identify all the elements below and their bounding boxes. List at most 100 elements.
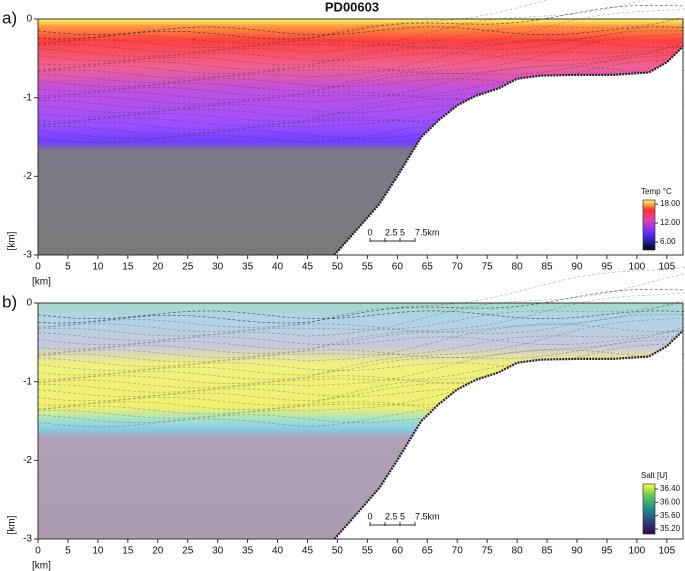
scale-label: 0 — [367, 227, 372, 237]
x-axis-label: [km] — [32, 277, 51, 288]
scale-label: 0 — [367, 511, 372, 521]
reflector — [38, 317, 685, 380]
x-tick-label: 45 — [302, 546, 314, 557]
reflector — [37, 310, 685, 320]
scale-label: 7.5km — [415, 511, 440, 521]
x-tick-label: 95 — [601, 546, 613, 557]
panel-label: a) — [2, 8, 17, 27]
x-tick-label: 35 — [242, 546, 254, 557]
x-tick-label: 75 — [482, 546, 494, 557]
x-tick-label: 15 — [122, 262, 134, 273]
reflector — [37, 17, 685, 53]
x-tick-label: 80 — [512, 262, 524, 273]
y-axis-label: [km] — [7, 231, 18, 250]
reflector — [37, 55, 685, 92]
x-tick-label: 90 — [571, 546, 583, 557]
x-tick-label: 55 — [362, 262, 374, 273]
reflector — [37, 329, 685, 363]
x-tick-label: 85 — [541, 262, 553, 273]
x-tick-label: 105 — [658, 262, 675, 273]
x-tick-label: 40 — [272, 546, 284, 557]
x-tick-label: 55 — [362, 546, 374, 557]
reflector — [37, 30, 685, 66]
scale-label: 7.5km — [415, 227, 440, 237]
reflector — [37, 336, 685, 346]
x-tick-label: 100 — [629, 546, 646, 557]
scale-label: 2.5 — [385, 511, 398, 521]
plot-frame — [37, 302, 684, 540]
colorbar-tick-label: 35.60 — [660, 511, 681, 520]
scale-label: 5 — [400, 511, 405, 521]
y-axis-label: [km] — [7, 515, 18, 534]
y-tick-label: 0 — [26, 14, 32, 25]
x-tick-label: 25 — [182, 546, 194, 557]
reflector — [37, 52, 685, 62]
colorbar — [642, 199, 656, 251]
reflector — [37, 267, 685, 328]
colorbar-label: Temp °C — [641, 187, 672, 196]
x-tick-label: 20 — [152, 262, 164, 273]
reflector — [37, 349, 685, 359]
x-tick-label: 20 — [152, 546, 164, 557]
reflector — [37, 292, 685, 354]
scale-label: 2.5 — [385, 227, 398, 237]
x-tick-label: 0 — [35, 262, 41, 273]
x-tick-label: 70 — [452, 262, 464, 273]
reflector — [37, 8, 685, 70]
x-tick-label: 25 — [182, 262, 194, 273]
reflector — [37, 39, 685, 49]
x-tick-label: 40 — [272, 262, 284, 273]
seafloor — [333, 45, 684, 256]
reflector — [37, 0, 549, 44]
x-tick-label: 5 — [65, 546, 71, 557]
x-tick-label: 30 — [212, 546, 224, 557]
chart-title: PD00603 — [325, 0, 379, 14]
colorbar-tick-label: 12.00 — [660, 218, 681, 227]
x-tick-label: 95 — [601, 262, 613, 273]
reflector — [37, 45, 685, 79]
x-tick-label: 50 — [332, 262, 344, 273]
reflector — [38, 33, 685, 96]
x-tick-label: 45 — [302, 262, 314, 273]
x-tick-label: 80 — [512, 546, 524, 557]
scale-label: 5 — [400, 227, 405, 237]
x-tick-label: 70 — [452, 546, 464, 557]
x-tick-label: 15 — [122, 546, 134, 557]
y-tick-label: -1 — [23, 92, 32, 103]
reflector — [37, 288, 685, 324]
colorbar-tick-label: 6.00 — [660, 237, 676, 246]
colorbar-tick-label: 36.00 — [660, 497, 681, 506]
colorbar-tick-label: 18.00 — [660, 199, 681, 208]
x-tick-label: 85 — [541, 546, 553, 557]
x-tick-label: 60 — [392, 262, 404, 273]
x-tick-label: 105 — [658, 546, 675, 557]
x-tick-label: 10 — [92, 262, 104, 273]
reflector — [37, 339, 685, 376]
y-tick-label: 0 — [26, 298, 32, 309]
colorbar — [642, 483, 656, 535]
x-tick-label: 50 — [332, 546, 344, 557]
reflector — [37, 4, 685, 40]
colorbar-tick-label: 36.40 — [660, 484, 681, 493]
panel-label: b) — [2, 292, 17, 311]
x-tick-label: 60 — [392, 546, 404, 557]
x-tick-label: 100 — [629, 262, 646, 273]
y-tick-label: -1 — [23, 376, 32, 387]
plot-frame — [37, 18, 684, 256]
reflector — [37, 301, 685, 337]
x-tick-label: 65 — [422, 262, 434, 273]
x-tick-label: 30 — [212, 262, 224, 273]
seafloor-mask — [334, 330, 683, 539]
reflector — [37, 314, 685, 350]
x-tick-label: 35 — [242, 262, 254, 273]
x-tick-label: 90 — [571, 262, 583, 273]
x-tick-label: 10 — [92, 546, 104, 557]
x-tick-label: 75 — [482, 262, 494, 273]
x-tick-label: 65 — [422, 546, 434, 557]
y-tick-label: -2 — [23, 455, 32, 466]
seafloor — [333, 329, 684, 540]
colorbar-label: Salt [U] — [641, 471, 667, 480]
x-tick-label: 0 — [35, 546, 41, 557]
reflector — [37, 342, 685, 406]
